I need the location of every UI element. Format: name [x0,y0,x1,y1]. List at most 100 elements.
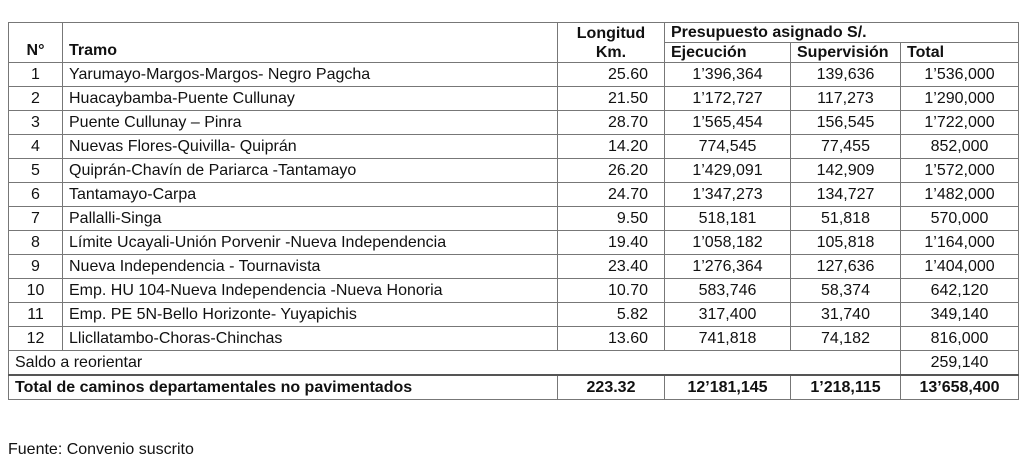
saldo-label: Saldo a reorientar [8,350,901,376]
cell-supervision: 117,273 [790,86,901,111]
cell-ejecucion: 1’058,182 [664,230,791,255]
cell-supervision: 127,636 [790,254,901,279]
cell-total: 816,000 [899,326,1020,351]
cell-total: 349,140 [899,302,1020,327]
cell-longitud: 14.20 [557,134,665,159]
table-row: 11 Emp. PE 5N-Bello Horizonte- Yuyapichi… [8,302,1020,327]
table-row: 7 Pallalli-Singa 9.50 518,181 51,818 570… [8,206,1020,231]
cell-tramo: Quiprán-Chavín de Pariarca -Tantamayo [62,158,558,183]
header-no: N° [8,22,63,63]
cell-longitud: 21.50 [557,86,665,111]
cell-no: 4 [8,134,63,159]
cell-supervision: 51,818 [790,206,901,231]
table-row: 2 Huacaybamba-Puente Cullunay 21.50 1’17… [8,86,1020,111]
table-row: 1 Yarumayo-Margos-Margos- Negro Pagcha 2… [8,62,1020,87]
table-row: 4 Nuevas Flores-Quivilla- Quiprán 14.20 … [8,134,1020,159]
cell-longitud: 28.70 [557,110,665,135]
cell-supervision: 77,455 [790,134,901,159]
cell-no: 3 [8,110,63,135]
cell-ejecucion: 741,818 [664,326,791,351]
cell-tramo: Tantamayo-Carpa [62,182,558,207]
header-longitud: Longitud Km. [557,22,665,63]
cell-no: 2 [8,86,63,111]
table-row: 6 Tantamayo-Carpa 24.70 1’347,273 134,72… [8,182,1020,207]
cell-tramo: Emp. PE 5N-Bello Horizonte- Yuyapichis [62,302,558,327]
cell-ejecucion: 317,400 [664,302,791,327]
header-tramo: Tramo [62,22,558,63]
source-note: Fuente: Convenio suscrito [8,441,194,458]
saldo-row: Saldo a reorientar 259,140 [8,350,1020,376]
cell-ejecucion: 1’565,454 [664,110,791,135]
header-longitud-line2: Km. [595,43,627,61]
grand-total-label: Total de caminos departamentales no pavi… [8,374,558,400]
cell-supervision: 142,909 [790,158,901,183]
table-row: 3 Puente Cullunay – Pinra 28.70 1’565,45… [8,110,1020,135]
cell-ejecucion: 1’429,091 [664,158,791,183]
cell-tramo: Límite Ucayali-Unión Porvenir -Nueva Ind… [62,230,558,255]
table-row: 8 Límite Ucayali-Unión Porvenir -Nueva I… [8,230,1020,255]
cell-longitud: 13.60 [557,326,665,351]
budget-table: N° Tramo Longitud Km. Presupuesto asigna… [8,22,1020,400]
cell-supervision: 31,740 [790,302,901,327]
cell-no: 8 [8,230,63,255]
table-row: 10 Emp. HU 104-Nueva Independencia -Nuev… [8,278,1020,303]
cell-no: 9 [8,254,63,279]
cell-supervision: 134,727 [790,182,901,207]
grand-total-longitud: 223.32 [557,374,665,400]
table-row: 5 Quiprán-Chavín de Pariarca -Tantamayo … [8,158,1020,183]
cell-total: 1’404,000 [899,254,1020,279]
cell-tramo: Emp. HU 104-Nueva Independencia -Nueva H… [62,278,558,303]
cell-supervision: 74,182 [790,326,901,351]
cell-tramo: Yarumayo-Margos-Margos- Negro Pagcha [62,62,558,87]
table-row: 12 Llicllatambo-Choras-Chinchas 13.60 74… [8,326,1020,351]
cell-total: 1’722,000 [899,110,1020,135]
cell-no: 6 [8,182,63,207]
header-presupuesto: Presupuesto asignado S/. [663,22,1020,43]
cell-total: 1’572,000 [899,158,1020,183]
table-row: 9 Nueva Independencia - Tournavista 23.4… [8,254,1020,279]
cell-no: 1 [8,62,63,87]
cell-total: 1’536,000 [899,62,1020,87]
cell-tramo: Nueva Independencia - Tournavista [62,254,558,279]
cell-ejecucion: 518,181 [664,206,791,231]
cell-tramo: Huacaybamba-Puente Cullunay [62,86,558,111]
cell-no: 10 [8,278,63,303]
cell-supervision: 105,818 [790,230,901,255]
cell-tramo: Llicllatambo-Choras-Chinchas [62,326,558,351]
grand-total-total: 13’658,400 [899,374,1020,400]
cell-ejecucion: 1’347,273 [664,182,791,207]
cell-ejecucion: 1’276,364 [664,254,791,279]
cell-total: 1’164,000 [899,230,1020,255]
grand-total-ejecucion: 12’181,145 [664,374,791,400]
cell-no: 7 [8,206,63,231]
cell-longitud: 5.82 [557,302,665,327]
cell-supervision: 58,374 [790,278,901,303]
cell-ejecucion: 1’172,727 [664,86,791,111]
cell-supervision: 156,545 [790,110,901,135]
cell-total: 570,000 [899,206,1020,231]
saldo-total: 259,140 [899,350,1020,376]
cell-longitud: 23.40 [557,254,665,279]
cell-ejecucion: 1’396,364 [664,62,791,87]
cell-tramo: Nuevas Flores-Quivilla- Quiprán [62,134,558,159]
cell-ejecucion: 774,545 [664,134,791,159]
cell-total: 1’290,000 [899,86,1020,111]
cell-total: 852,000 [899,134,1020,159]
cell-longitud: 10.70 [557,278,665,303]
header-total: Total [899,42,1020,63]
cell-tramo: Pallalli-Singa [62,206,558,231]
header-ejecucion: Ejecución [664,42,791,63]
cell-no: 12 [8,326,63,351]
cell-no: 11 [8,302,63,327]
cell-longitud: 19.40 [557,230,665,255]
cell-longitud: 24.70 [557,182,665,207]
grand-total-supervision: 1’218,115 [790,374,901,400]
cell-longitud: 25.60 [557,62,665,87]
cell-supervision: 139,636 [790,62,901,87]
header-supervision: Supervisión [790,42,901,63]
header-row-1: N° Tramo Longitud Km. Presupuesto asigna… [8,22,1020,63]
header-longitud-line1: Longitud [576,24,646,42]
cell-total: 1’482,000 [899,182,1020,207]
cell-tramo: Puente Cullunay – Pinra [62,110,558,135]
cell-total: 642,120 [899,278,1020,303]
